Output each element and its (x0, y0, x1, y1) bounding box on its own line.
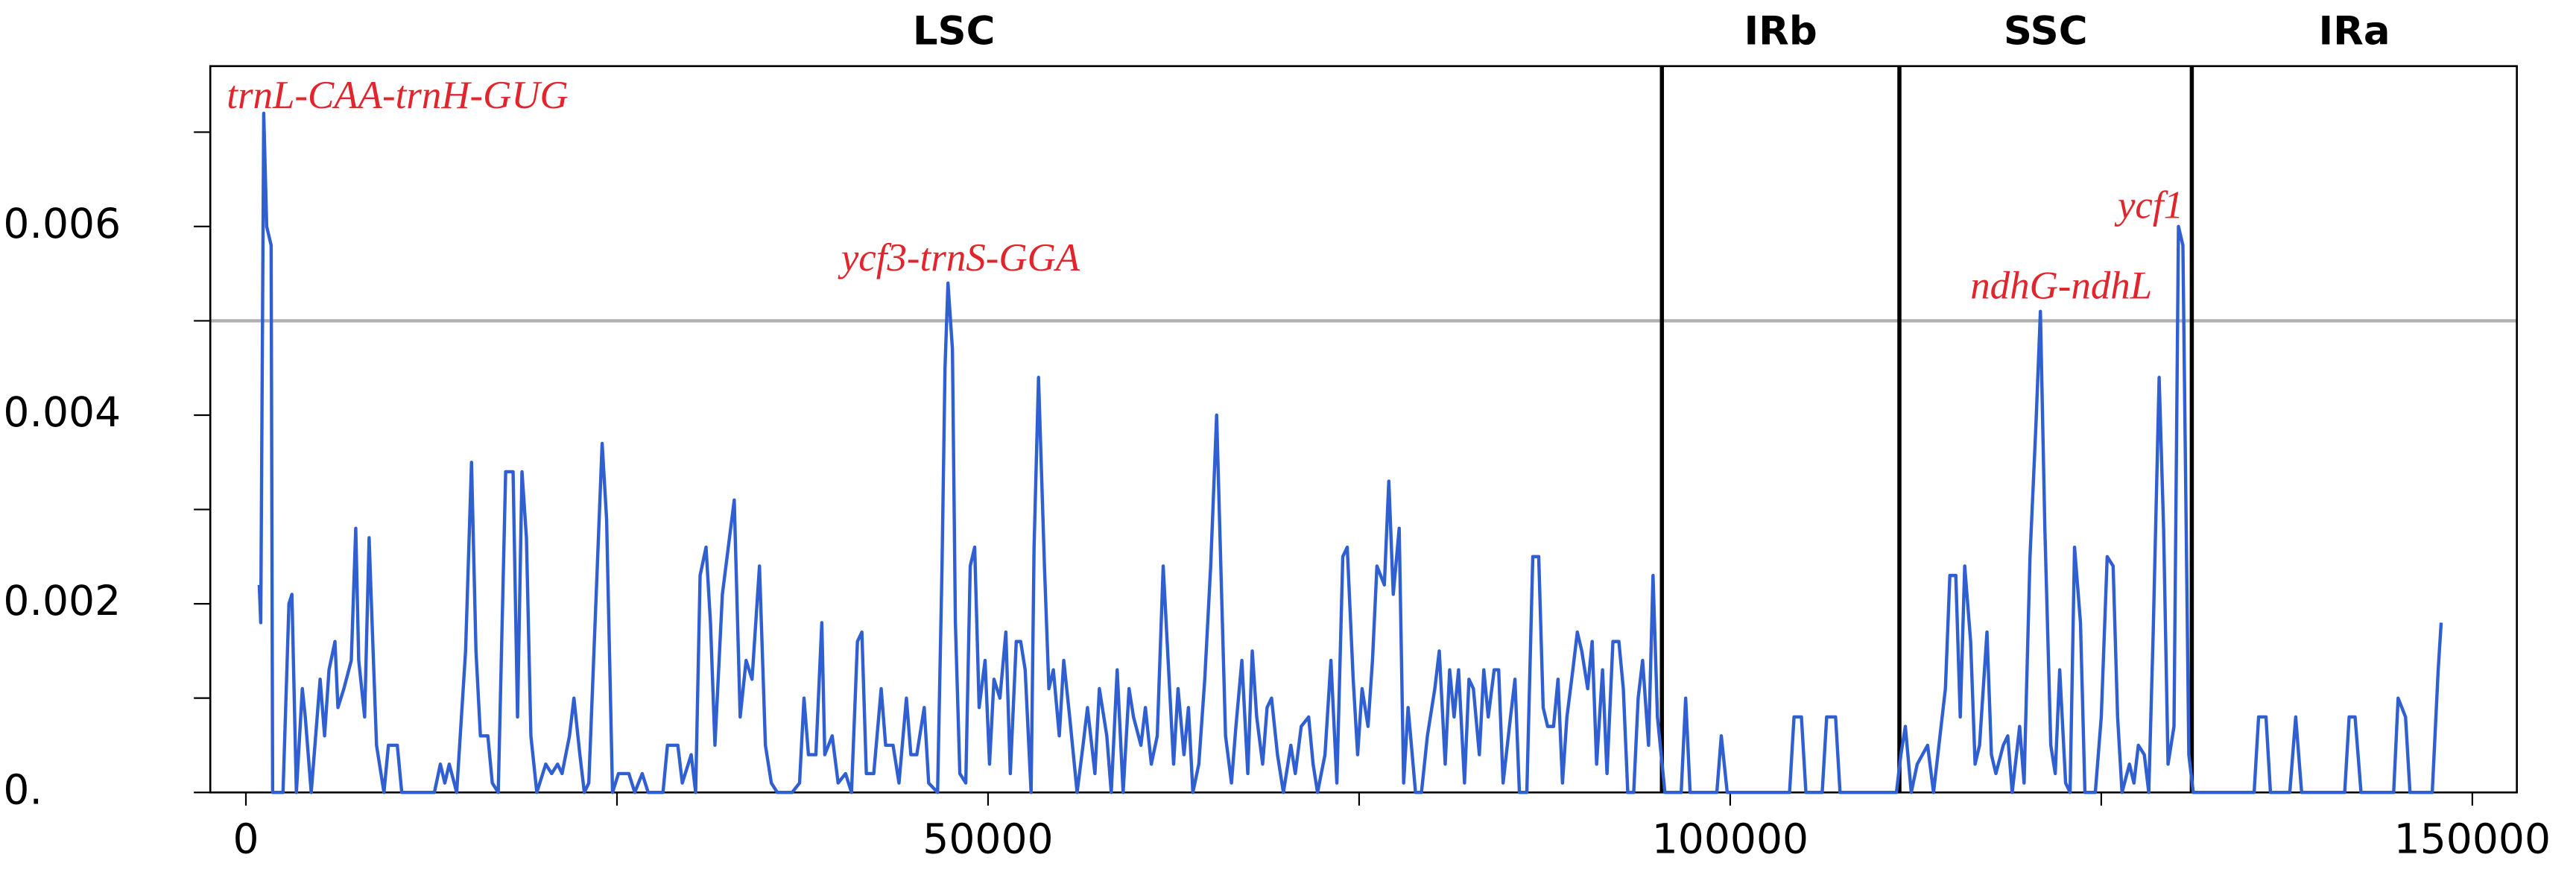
y-tick-label: 0.004 (3, 388, 121, 436)
region-label: LSC (913, 8, 996, 54)
y-tick-label: 0.002 (3, 577, 121, 625)
data-line (257, 111, 2443, 795)
y-tick-label: 0. (3, 765, 42, 813)
x-tick-label: 0 (232, 815, 259, 863)
x-tick-label: 100000 (1652, 815, 1808, 863)
x-tick-label: 50000 (923, 815, 1053, 863)
region-label: IRa (2318, 8, 2390, 54)
annotation: ycf1 (2114, 184, 2183, 227)
annotation: trnL-CAA-trnH-GUG (227, 74, 569, 117)
region-label: SSC (2004, 8, 2088, 54)
annotation: ycf3-trnS-GGA (838, 236, 1080, 279)
x-tick-label: 150000 (2394, 815, 2551, 863)
y-tick-label: 0.006 (3, 200, 121, 247)
region-label: IRb (1744, 8, 1817, 54)
annotation: ndhG-ndhL (1970, 265, 2152, 308)
plot-frame (209, 65, 2518, 794)
